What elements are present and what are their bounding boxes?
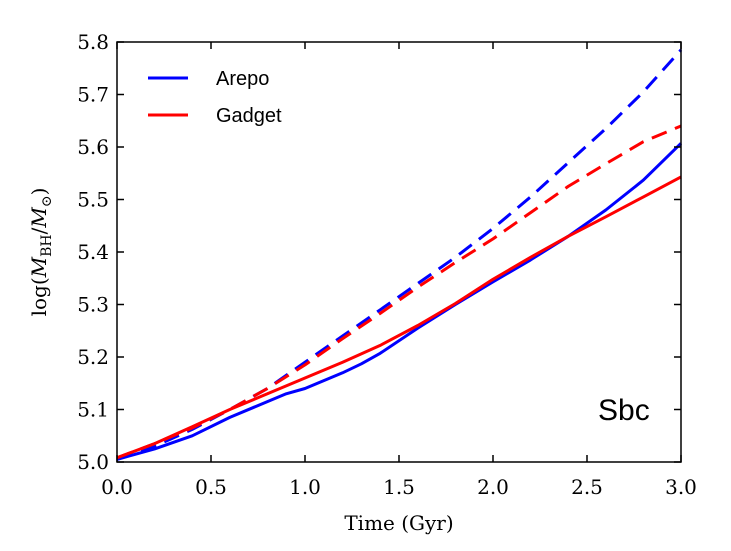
- y-tick-label: 5.5: [77, 188, 109, 212]
- y-tick-label: 5.8: [77, 30, 109, 54]
- y-tick-label: 5.4: [77, 240, 109, 264]
- y-tick-label: 5.2: [77, 345, 109, 369]
- series-line-arepo: [116, 142, 683, 461]
- legend-label-arepo: Arepo: [216, 68, 269, 90]
- x-axis-label: Time (Gyr): [344, 511, 453, 535]
- series-line-gadget-dashed: [116, 124, 682, 460]
- x-tick-label: 1.5: [383, 475, 415, 499]
- x-tick-label: 3.0: [665, 475, 697, 499]
- y-tick-label: 5.3: [77, 293, 109, 317]
- y-axis-label: log(MBH/M⊙): [27, 188, 55, 317]
- series-line-gadget: [116, 175, 682, 460]
- y-tick-label: 5.1: [77, 398, 109, 422]
- y-label-prefix: log(: [27, 277, 51, 316]
- plot-frame: [116, 41, 682, 463]
- x-tick-label: 0.0: [101, 475, 133, 499]
- galaxy-type-annotation: Sbc: [598, 394, 650, 427]
- legend-label-gadget: Gadget: [216, 105, 282, 127]
- plot-area: 0.0 0.5 1.0 1.5 2.0 2.5 3.0 5.0 5.1 5.2 5.3 5.4 5.5 5…: [77, 30, 697, 499]
- y-label-sub-sun: ⊙: [39, 195, 55, 207]
- y-label-slash: /: [27, 227, 51, 234]
- x-tick-label: 2.5: [571, 475, 603, 499]
- series-line-arepo-dashed: [116, 48, 683, 460]
- y-label-suffix: ): [27, 188, 51, 196]
- y-label-m1: M: [27, 256, 51, 278]
- legend: Arepo Gadget: [148, 68, 282, 127]
- x-tick-label: 1.0: [289, 475, 321, 499]
- y-label-sub-bh: BH: [39, 234, 55, 257]
- y-tick-label: 5.7: [77, 83, 109, 107]
- tick-layer: 0.0 0.5 1.0 1.5 2.0 2.5 3.0 5.0 5.1 5.2 5.3 5.4 5.5 5…: [77, 30, 697, 499]
- y-tick-label: 5.0: [77, 450, 109, 474]
- y-label-m2: M: [27, 207, 51, 229]
- x-tick-label: 0.5: [195, 475, 227, 499]
- series-layer: [116, 48, 683, 461]
- x-tick-label: 2.0: [477, 475, 509, 499]
- y-tick-label: 5.6: [77, 135, 109, 159]
